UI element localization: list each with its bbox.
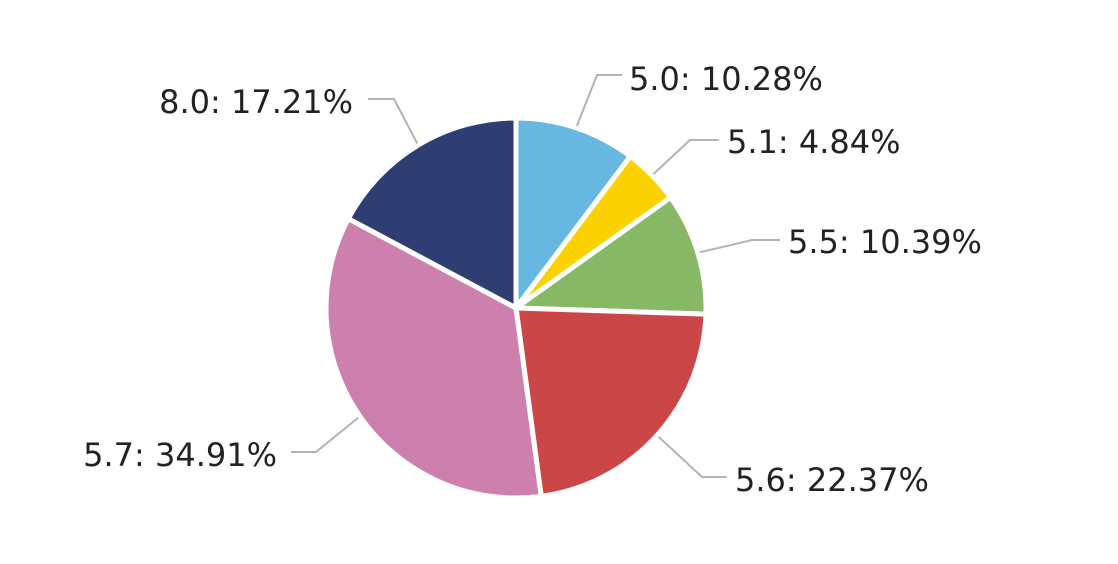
- pie-slice-8-0: [345, 115, 519, 311]
- label-5-7: 5.7: 34.91%: [83, 436, 277, 474]
- label-8-0: 8.0: 17.21%: [159, 83, 353, 121]
- leader-line-5-1: [652, 139, 719, 175]
- pie-slice-5-0: [513, 115, 633, 311]
- leader-line-5-7: [291, 416, 359, 453]
- pie-slice-5-7: [323, 216, 544, 501]
- slice-labels: 5.0: 10.28% 5.1: 4.84% 5.5: 10.39% 5.6: …: [83, 60, 982, 499]
- pie-slice-5-6: [513, 305, 709, 499]
- pie-slices: [323, 115, 709, 501]
- leader-line-5-5: [699, 239, 780, 254]
- leader-line-5-0: [575, 74, 622, 127]
- label-5-6: 5.6: 22.37%: [735, 461, 929, 499]
- label-5-0: 5.0: 10.28%: [629, 60, 823, 98]
- label-5-5: 5.5: 10.39%: [788, 223, 982, 261]
- pie-slice-5-5: [513, 194, 709, 317]
- leader-line-5-6: [657, 435, 727, 478]
- label-5-1: 5.1: 4.84%: [727, 123, 901, 161]
- leader-line-8-0: [368, 98, 419, 144]
- leader-lines: [291, 74, 780, 478]
